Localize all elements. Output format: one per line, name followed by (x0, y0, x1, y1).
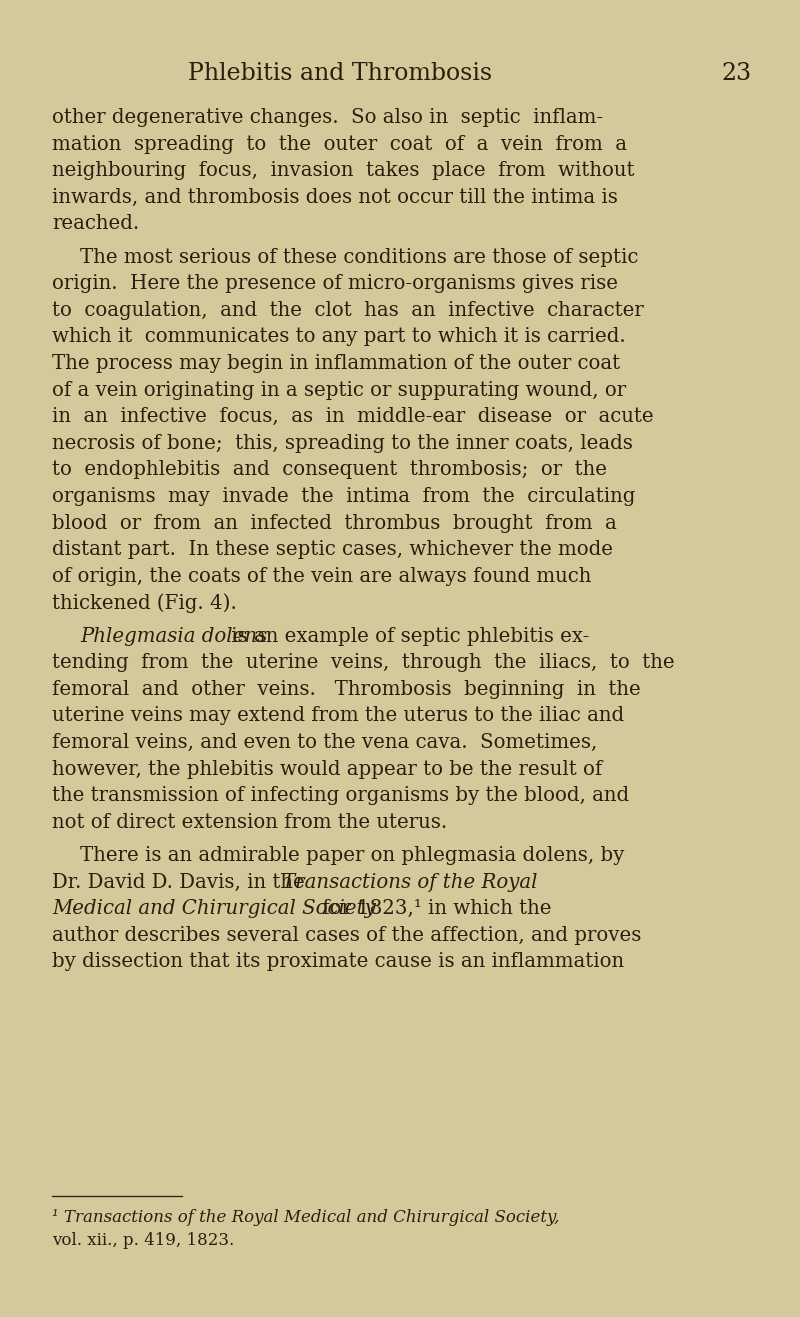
Text: blood  or  from  an  infected  thrombus  brought  from  a: blood or from an infected thrombus broug… (52, 514, 617, 532)
Text: vol. xii., p. 419, 1823.: vol. xii., p. 419, 1823. (52, 1231, 234, 1249)
Text: of origin, the coats of the vein are always found much: of origin, the coats of the vein are alw… (52, 566, 591, 586)
Text: Dr. David D. Davis, in the: Dr. David D. Davis, in the (52, 873, 311, 892)
Text: neighbouring  focus,  invasion  takes  place  from  without: neighbouring focus, invasion takes place… (52, 161, 634, 180)
Text: the transmission of infecting organisms by the blood, and: the transmission of infecting organisms … (52, 786, 629, 805)
Text: tending  from  the  uterine  veins,  through  the  iliacs,  to  the: tending from the uterine veins, through … (52, 653, 674, 672)
Text: not of direct extension from the uterus.: not of direct extension from the uterus. (52, 813, 447, 832)
Text: There is an admirable paper on phlegmasia dolens, by: There is an admirable paper on phlegmasi… (80, 846, 624, 865)
Text: distant part.  In these septic cases, whichever the mode: distant part. In these septic cases, whi… (52, 540, 613, 560)
Text: to  endophlebitis  and  consequent  thrombosis;  or  the: to endophlebitis and consequent thrombos… (52, 461, 607, 479)
Text: author describes several cases of the affection, and proves: author describes several cases of the af… (52, 926, 642, 944)
Text: reached.: reached. (52, 215, 139, 233)
Text: The most serious of these conditions are those of septic: The most serious of these conditions are… (80, 248, 638, 266)
Text: organisms  may  invade  the  intima  from  the  circulating: organisms may invade the intima from the… (52, 487, 635, 506)
Text: by dissection that its proximate cause is an inflammation: by dissection that its proximate cause i… (52, 952, 624, 972)
Text: in  an  infective  focus,  as  in  middle-ear  disease  or  acute: in an infective focus, as in middle-ear … (52, 407, 654, 427)
Text: ¹ Transactions of the Royal Medical and Chirurgical Society,: ¹ Transactions of the Royal Medical and … (52, 1209, 559, 1226)
Text: is an example of septic phlebitis ex-: is an example of septic phlebitis ex- (225, 627, 590, 645)
Text: femoral  and  other  veins.   Thrombosis  beginning  in  the: femoral and other veins. Thrombosis begi… (52, 680, 641, 699)
Text: inwards, and thrombosis does not occur till the intima is: inwards, and thrombosis does not occur t… (52, 188, 618, 207)
Text: Transactions of the Royal: Transactions of the Royal (282, 873, 538, 892)
Text: of a vein originating in a septic or suppurating wound, or: of a vein originating in a septic or sup… (52, 381, 626, 399)
Text: mation  spreading  to  the  outer  coat  of  a  vein  from  a: mation spreading to the outer coat of a … (52, 134, 627, 154)
Text: which it  communicates to any part to which it is carried.: which it communicates to any part to whi… (52, 328, 626, 346)
Text: other degenerative changes.  So also in  septic  inflam-: other degenerative changes. So also in s… (52, 108, 603, 126)
Text: origin.  Here the presence of micro-organisms gives rise: origin. Here the presence of micro-organ… (52, 274, 618, 294)
Text: femoral veins, and even to the vena cava.  Sometimes,: femoral veins, and even to the vena cava… (52, 734, 598, 752)
Text: necrosis of bone;  this, spreading to the inner coats, leads: necrosis of bone; this, spreading to the… (52, 433, 633, 453)
Text: Phlegmasia dolens: Phlegmasia dolens (80, 627, 267, 645)
Text: however, the phlebitis would appear to be the result of: however, the phlebitis would appear to b… (52, 760, 602, 778)
Text: The process may begin in inflammation of the outer coat: The process may begin in inflammation of… (52, 354, 620, 373)
Text: for 1823,¹ in which the: for 1823,¹ in which the (316, 900, 552, 918)
Text: Medical and Chirurgical Society: Medical and Chirurgical Society (52, 900, 376, 918)
Text: 23: 23 (722, 62, 752, 86)
Text: to  coagulation,  and  the  clot  has  an  infective  character: to coagulation, and the clot has an infe… (52, 300, 644, 320)
Text: Phlebitis and Thrombosis: Phlebitis and Thrombosis (188, 62, 492, 86)
Text: uterine veins may extend from the uterus to the iliac and: uterine veins may extend from the uterus… (52, 706, 624, 726)
Text: thickened (Fig. 4).: thickened (Fig. 4). (52, 594, 237, 614)
